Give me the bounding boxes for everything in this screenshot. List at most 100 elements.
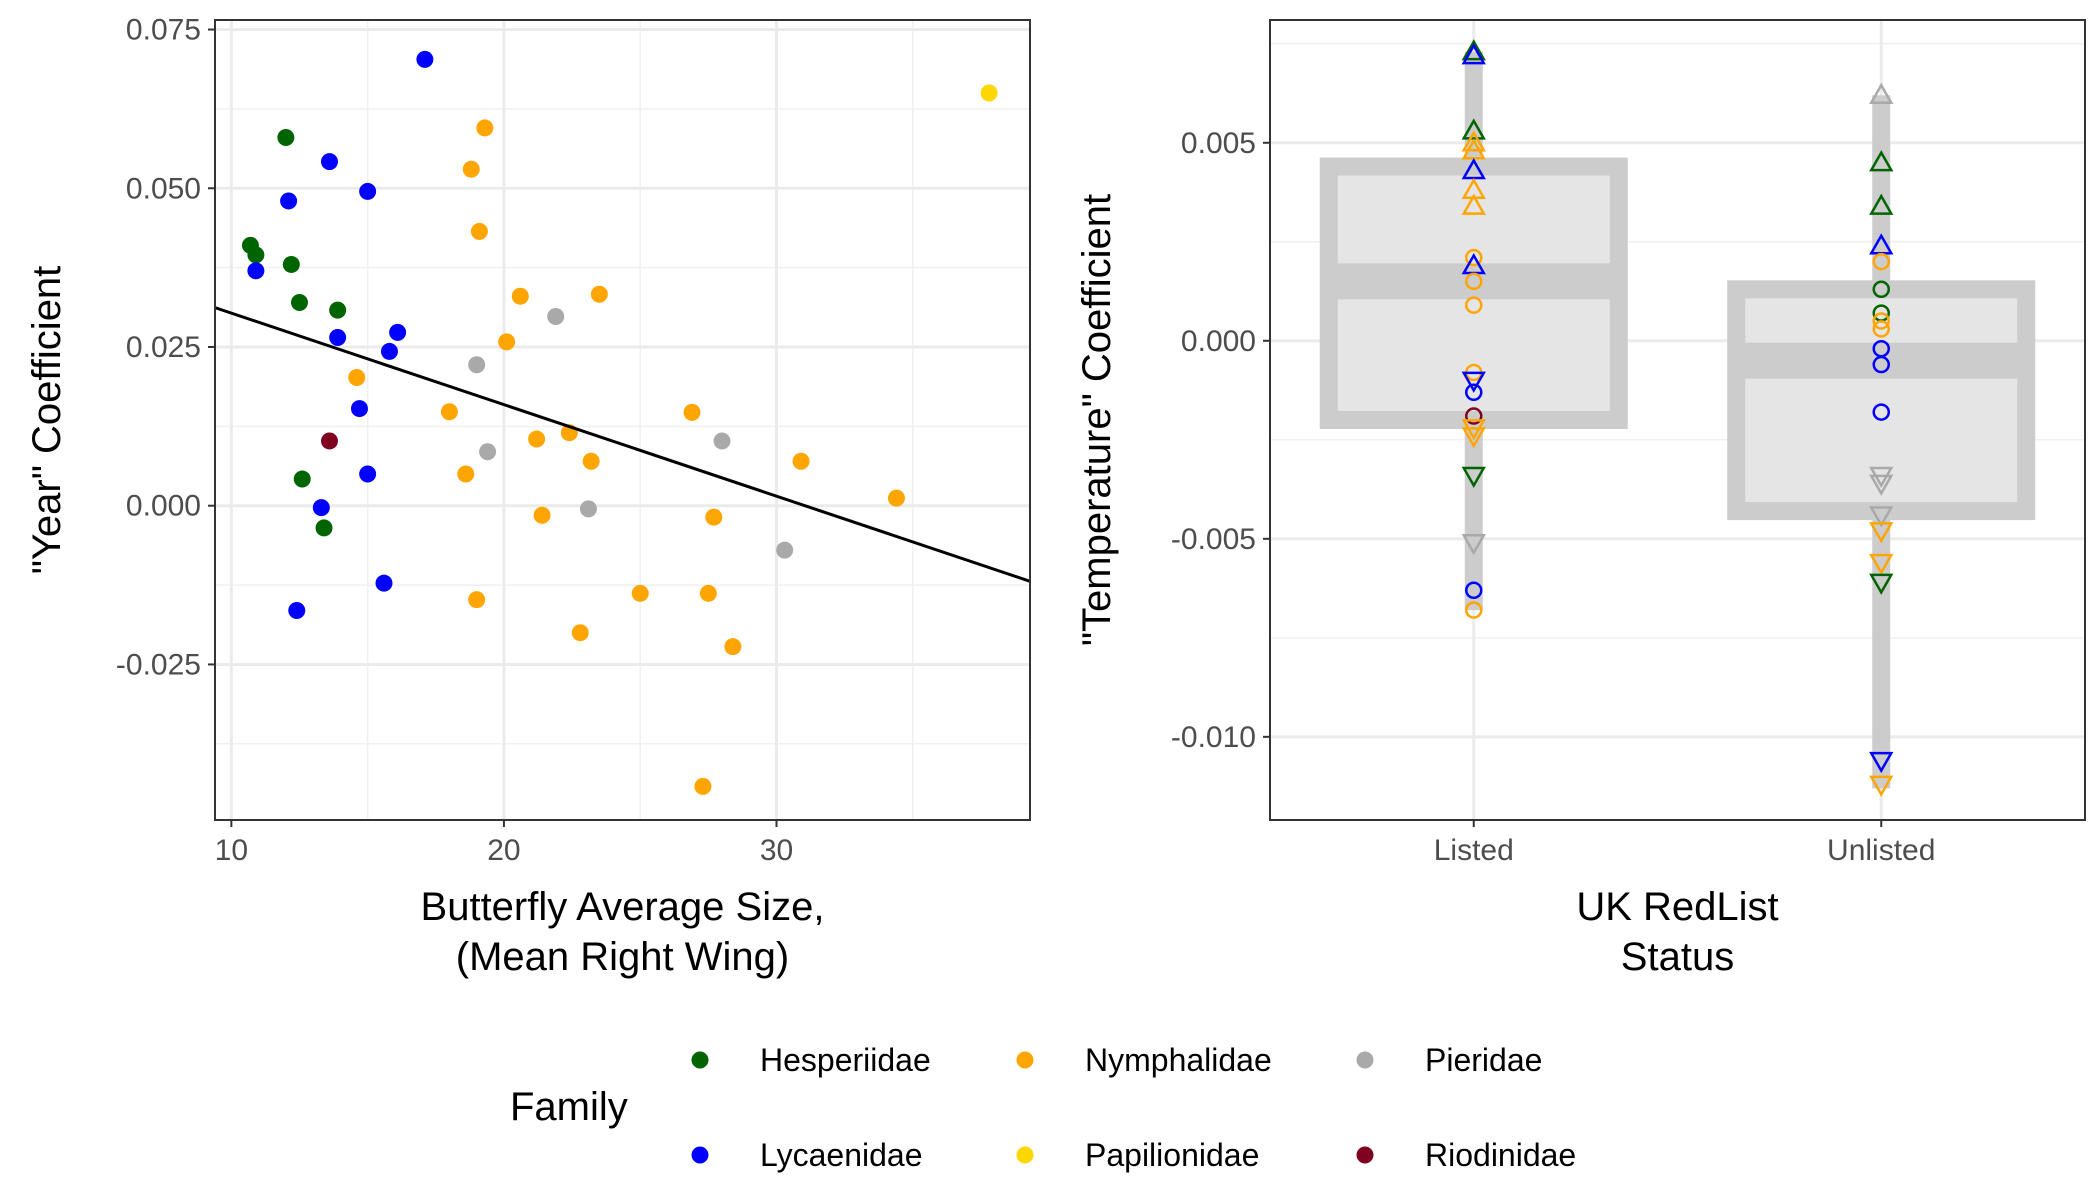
box-body xyxy=(1727,280,2036,521)
data-point-circle xyxy=(1872,403,1890,421)
data-point xyxy=(479,443,497,461)
y-tick-label: -0.005 xyxy=(1171,523,1256,556)
x-axis-title-line-2: Status xyxy=(1621,935,1734,979)
x-axis-title: Butterfly Average Size, xyxy=(421,885,825,929)
data-point xyxy=(887,489,905,507)
x-tick-label: Unlisted xyxy=(1827,834,1935,867)
legend-key xyxy=(691,1146,709,1164)
boxplot-panel: Listed Unlisted 0.005 0.000 -0.005 -0.010 UK R… xyxy=(1075,19,2086,979)
data-point-circle xyxy=(1465,383,1483,402)
data-point xyxy=(320,432,338,450)
data-point xyxy=(468,591,486,609)
data-point xyxy=(359,465,377,483)
data-point-circle xyxy=(1465,296,1483,314)
data-point-circle xyxy=(1872,280,1890,299)
data-point xyxy=(348,368,366,386)
data-point-circle xyxy=(1872,355,1890,374)
data-point xyxy=(528,430,546,448)
data-point xyxy=(511,287,529,305)
x-tick-label: Listed xyxy=(1434,834,1514,867)
data-point xyxy=(462,160,480,178)
data-point-triangle-up xyxy=(1869,150,1894,172)
y-axis-title: "Year" Coefficient xyxy=(25,266,69,575)
data-point-triangle-up xyxy=(1461,39,1486,61)
data-point xyxy=(247,246,265,264)
data-point-triangle-down xyxy=(1461,371,1486,393)
data-point xyxy=(571,624,589,642)
data-point-triangle-up xyxy=(1461,193,1486,215)
y-axis-title: "Temperature" Coefficient xyxy=(1075,194,1119,646)
data-point xyxy=(312,499,330,517)
data-point xyxy=(329,328,347,346)
data-point xyxy=(315,519,333,537)
data-point xyxy=(288,601,306,619)
data-point xyxy=(683,403,701,421)
legend-key xyxy=(1356,1051,1374,1069)
data-point-circle xyxy=(1465,248,1483,267)
legend-label: Riodinidae xyxy=(1425,1137,1576,1173)
data-point xyxy=(290,294,308,312)
data-point xyxy=(476,119,494,137)
legend-key xyxy=(1016,1051,1034,1069)
data-point xyxy=(533,506,551,524)
data-point xyxy=(293,470,311,488)
y-tick-label: 0.075 xyxy=(126,14,201,47)
data-point xyxy=(320,153,338,171)
legend-key xyxy=(691,1051,709,1069)
legend-key xyxy=(1356,1146,1374,1164)
data-point-triangle-up xyxy=(1461,43,1486,65)
data-point xyxy=(631,584,649,602)
scatter-panel: 10 20 30 0.075 0.050 0.025 0.000 -0.025 Butterfl… xyxy=(25,14,1031,979)
x-tick-label: 20 xyxy=(487,834,520,867)
data-point xyxy=(457,465,475,483)
data-point-circle xyxy=(1872,252,1890,271)
y-tick-label: -0.025 xyxy=(116,648,201,681)
y-tick-label: 0.050 xyxy=(126,172,201,205)
data-point-triangle-up xyxy=(1461,130,1486,152)
data-point xyxy=(724,638,742,656)
legend-label: Lycaenidae xyxy=(760,1137,923,1173)
panel-border xyxy=(214,19,1031,821)
data-point-circle xyxy=(1465,407,1483,425)
data-point xyxy=(416,50,434,68)
y-tick-label: 0.000 xyxy=(1181,325,1256,358)
y-tick-label: -0.010 xyxy=(1171,721,1256,754)
data-point xyxy=(980,84,998,102)
data-point-triangle-down xyxy=(1869,522,1894,544)
data-point-triangle-down xyxy=(1869,553,1894,576)
data-point-triangle-down xyxy=(1461,534,1486,556)
data-point xyxy=(329,301,347,319)
data-point xyxy=(280,192,298,210)
data-point-triangle-down xyxy=(1461,466,1486,488)
y-tick-label: 0.000 xyxy=(126,490,201,523)
data-point xyxy=(359,182,377,200)
data-point-triangle-down xyxy=(1869,474,1894,496)
data-point xyxy=(470,222,488,240)
data-point xyxy=(389,323,407,341)
data-point xyxy=(277,128,295,146)
x-axis-title-line-2: (Mean Right Wing) xyxy=(456,935,789,979)
data-point-circle xyxy=(1465,581,1483,600)
legend-label: Nymphalidae xyxy=(1085,1042,1272,1078)
data-point xyxy=(582,452,600,470)
data-point-triangle-down xyxy=(1869,506,1894,528)
data-point-circle xyxy=(1465,601,1483,619)
data-point xyxy=(705,508,723,526)
data-point xyxy=(380,342,398,360)
data-point-triangle-down xyxy=(1461,427,1486,449)
data-point-circle xyxy=(1872,312,1890,330)
data-point xyxy=(776,541,794,559)
data-point xyxy=(792,452,810,470)
y-tick-label: 0.025 xyxy=(126,331,201,364)
y-tick-label: 0.005 xyxy=(1181,127,1256,160)
data-point xyxy=(590,285,608,303)
data-point-triangle-down xyxy=(1869,573,1894,595)
data-point-circle xyxy=(1872,320,1890,338)
data-point xyxy=(247,262,265,280)
legend-title: Family xyxy=(510,1085,628,1129)
data-point xyxy=(579,500,597,518)
data-point xyxy=(547,308,565,326)
data-point xyxy=(375,574,393,592)
legend-label: Papilionidae xyxy=(1085,1137,1259,1173)
